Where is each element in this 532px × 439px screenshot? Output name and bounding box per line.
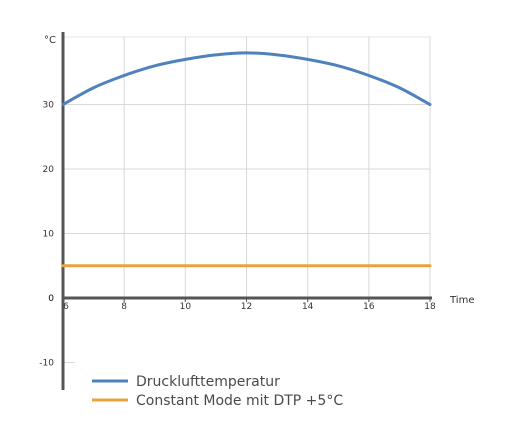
series-line-0 (61, 51, 432, 106)
axes (61, 32, 432, 390)
y-tick-label-10: 10 (43, 230, 55, 240)
x-tick-label-18: 18 (424, 302, 436, 312)
legend: Drucklufttemperatur Constant Mode mit DT… (92, 374, 343, 409)
y-axis-label: °C (44, 35, 56, 46)
y-tick-label-30: 30 (43, 101, 55, 111)
legend-label-constant-mode: Constant Mode mit DTP +5°C (136, 393, 343, 409)
x-axis-label: Time (449, 295, 474, 306)
x-tick-label-10: 10 (180, 302, 192, 312)
x-tick-label-16: 16 (363, 302, 375, 312)
x-tick-label-6: 6 (63, 302, 69, 312)
y-tick-label-0: 0 (48, 294, 54, 304)
x-tick-label-14: 14 (302, 302, 314, 312)
y-tick-label-20: 20 (43, 165, 55, 175)
grid (63, 36, 431, 363)
y-tick-label-0: 0 (48, 294, 54, 304)
x-tick-label-8: 8 (121, 302, 127, 312)
legend-label-drucklufttemperatur: Drucklufttemperatur (136, 374, 280, 390)
y-tick-label--10: -10 (39, 359, 54, 369)
x-tick-label-12: 12 (241, 302, 252, 312)
series-lines (61, 51, 432, 268)
